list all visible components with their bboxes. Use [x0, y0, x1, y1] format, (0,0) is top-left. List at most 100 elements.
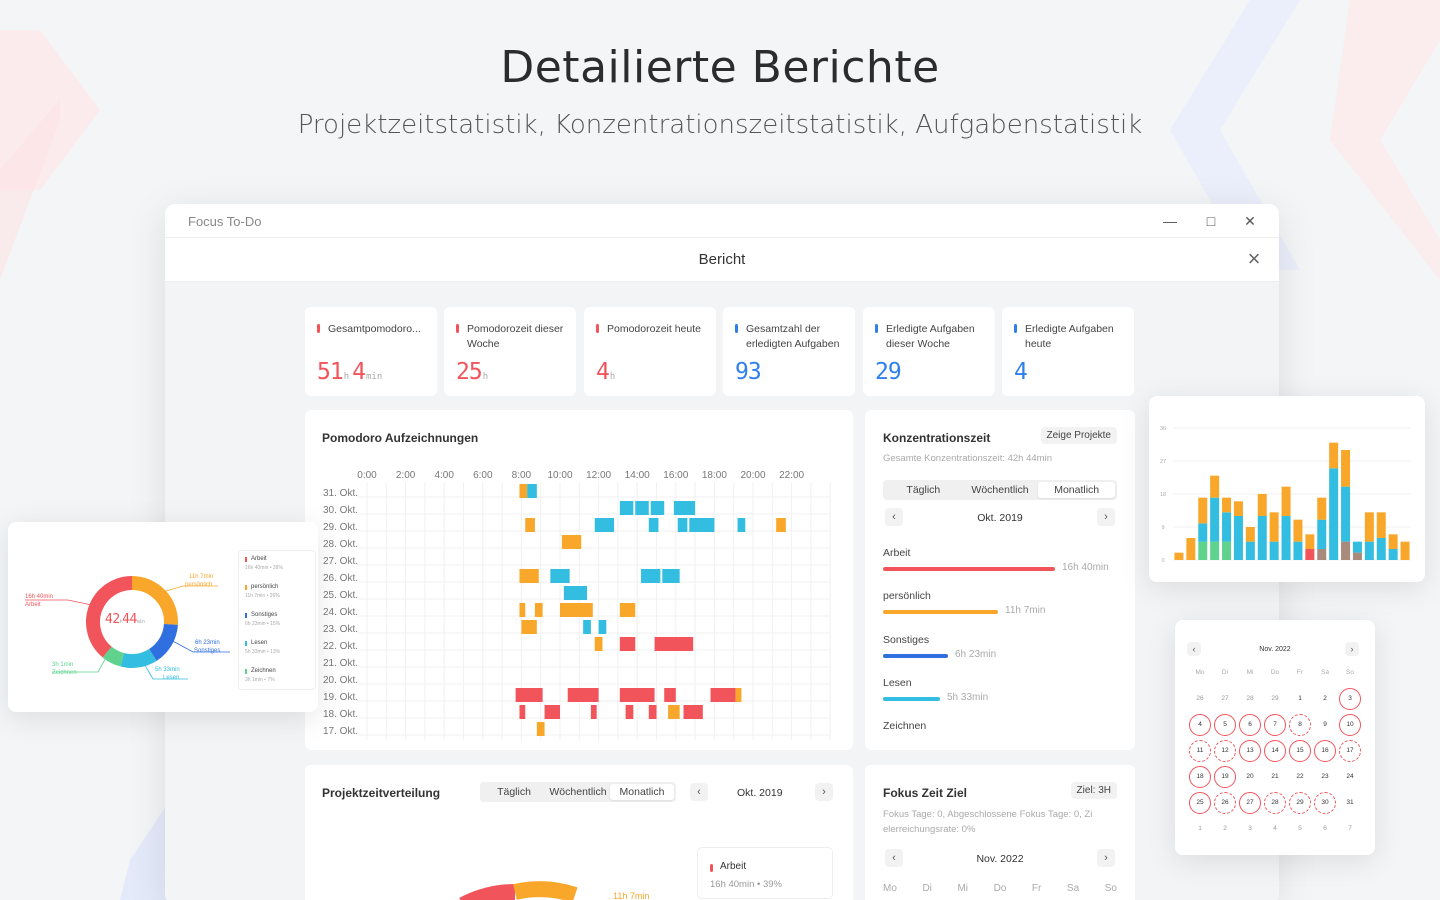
report-title: Bericht [698, 251, 746, 268]
calendar-day[interactable]: 1 [1298, 695, 1302, 702]
goal-info-line: Fokus Tage: 0, Abgeschlossene Fokus Tage… [883, 809, 1093, 820]
calendar-day[interactable]: 12 [1214, 740, 1236, 762]
tab-weekly[interactable]: Wöchentlich [971, 484, 1029, 496]
prev-month-button[interactable]: ‹ [885, 849, 903, 867]
project-time-sonstiges: 6h 23min [955, 649, 997, 660]
calendar-day[interactable]: 31 [1346, 799, 1354, 806]
calendar-day[interactable]: 7 [1348, 825, 1352, 832]
prev-month-button[interactable]: ‹ [690, 783, 708, 801]
calendar-day[interactable]: 14 [1264, 740, 1286, 762]
calendar-day[interactable]: 24 [1346, 773, 1354, 780]
calendar-day[interactable]: 28 [1246, 695, 1254, 702]
next-month-button[interactable]: › [815, 783, 833, 801]
calendar-day[interactable]: 18 [1189, 766, 1211, 788]
calendar-day[interactable]: 27 [1221, 695, 1229, 702]
bar-segment [1317, 497, 1327, 520]
calendar-day[interactable]: 1 [1198, 825, 1202, 832]
pomodoro-block [536, 722, 545, 736]
legend-time-value: 16h 40min [245, 565, 269, 571]
tab-daily[interactable]: Täglich [497, 786, 531, 798]
bar-segment [1269, 512, 1279, 542]
calendar-day[interactable]: 5 [1298, 825, 1302, 832]
report-close-icon[interactable]: × [1247, 246, 1261, 271]
calendar-day[interactable]: 2 [1223, 825, 1227, 832]
pomodoro-block [648, 705, 657, 719]
calendar-day[interactable]: 8 [1289, 714, 1311, 736]
project-time-lesen: 5h 33min [947, 692, 989, 703]
calendar-day[interactable]: 7 [1264, 714, 1286, 736]
hour-tick-label: 0:00 [357, 470, 377, 481]
next-month-button[interactable]: › [1097, 849, 1115, 867]
day-tick-label: 24. Okt. [323, 607, 358, 618]
calendar-day[interactable]: 11 [1189, 740, 1211, 762]
pomodoro-block [735, 688, 742, 702]
donut-slice [102, 646, 125, 667]
goal-target-button[interactable]: Ziel: 3H [1070, 782, 1117, 799]
prev-month-button[interactable]: ‹ [885, 508, 903, 526]
next-month-button[interactable]: › [1345, 642, 1359, 656]
maximize-icon[interactable]: □ [1206, 213, 1216, 229]
calendar-day[interactable]: 20 [1246, 773, 1254, 780]
tab-daily[interactable]: Täglich [906, 484, 941, 496]
tab-weekly[interactable]: Wöchentlich [549, 786, 607, 798]
calendar-day[interactable]: 3 [1339, 688, 1361, 710]
calendar-day[interactable]: 13 [1239, 740, 1261, 762]
legend-pct: 39% [272, 565, 283, 571]
pomodoro-block [561, 535, 582, 549]
calendar-day[interactable]: 30 [1314, 792, 1336, 814]
legend-time: 3h 1min • 7% [245, 677, 275, 683]
tab-monthly[interactable]: Monatlich [610, 784, 674, 800]
pomodoro-block [668, 705, 680, 719]
bar-segment [1364, 512, 1374, 542]
stat-label: Erledigte Aufgaben heute [1014, 322, 1126, 352]
tab-monthly[interactable]: Monatlich [1038, 482, 1116, 498]
calendar-day[interactable]: 27 [1239, 792, 1261, 814]
legend-name: Sonstiges [251, 612, 278, 618]
legend-color-bar [710, 864, 713, 872]
stat-color-bar [317, 324, 320, 333]
pomodoro-block [673, 501, 696, 515]
bar-segment [1376, 512, 1386, 538]
minimize-icon[interactable]: — [1163, 213, 1177, 229]
calendar-day[interactable]: 16 [1314, 740, 1336, 762]
hour-tick-label: 12:00 [586, 470, 611, 481]
bar-segment [1222, 497, 1232, 513]
calendar-day[interactable]: 22 [1296, 773, 1304, 780]
calendar-day[interactable]: 9 [1323, 721, 1327, 728]
legend-time: 6h 23min • 15% [245, 621, 281, 627]
show-projects-button[interactable]: Zeige Projekte [1040, 427, 1117, 444]
day-tick-label: 29. Okt. [323, 522, 358, 533]
calendar-day[interactable]: 17 [1339, 740, 1361, 762]
pomodoro-block [648, 518, 659, 532]
calendar-day[interactable]: 6 [1323, 825, 1327, 832]
calendar-day[interactable]: 25 [1189, 792, 1211, 814]
calendar-day[interactable]: 23 [1321, 773, 1329, 780]
day-tick-label: 28. Okt. [323, 539, 358, 550]
pomodoro-block [519, 603, 526, 617]
calendar-day[interactable]: 15 [1289, 740, 1311, 762]
calendar-day[interactable]: 26 [1196, 695, 1204, 702]
calendar-day[interactable]: 10 [1339, 714, 1361, 736]
calendar-day[interactable]: 3 [1248, 825, 1252, 832]
stat-count: 4 [1014, 359, 1028, 385]
callout-line [142, 661, 188, 680]
legend-color-bar [245, 585, 247, 590]
calendar-day[interactable]: 5 [1214, 714, 1236, 736]
calendar-day[interactable]: 21 [1271, 773, 1279, 780]
calendar-day[interactable]: 29 [1271, 695, 1279, 702]
calendar-day[interactable]: 28 [1264, 792, 1286, 814]
next-month-button[interactable]: › [1097, 508, 1115, 526]
hour-tick-label: 14:00 [625, 470, 650, 481]
calendar-day[interactable]: 2 [1323, 695, 1327, 702]
calendar-day[interactable]: 6 [1239, 714, 1261, 736]
bar-segment [1388, 534, 1398, 549]
prev-month-button[interactable]: ‹ [1187, 642, 1201, 656]
bar-segment [1352, 552, 1362, 560]
calendar-day[interactable]: 4 [1189, 714, 1211, 736]
calendar-day[interactable]: 4 [1273, 825, 1277, 832]
close-icon[interactable]: ✕ [1244, 213, 1256, 229]
goal-period-label: Nov. 2022 [976, 853, 1024, 865]
calendar-day[interactable]: 29 [1289, 792, 1311, 814]
calendar-day[interactable]: 19 [1214, 766, 1236, 788]
calendar-day[interactable]: 26 [1214, 792, 1236, 814]
